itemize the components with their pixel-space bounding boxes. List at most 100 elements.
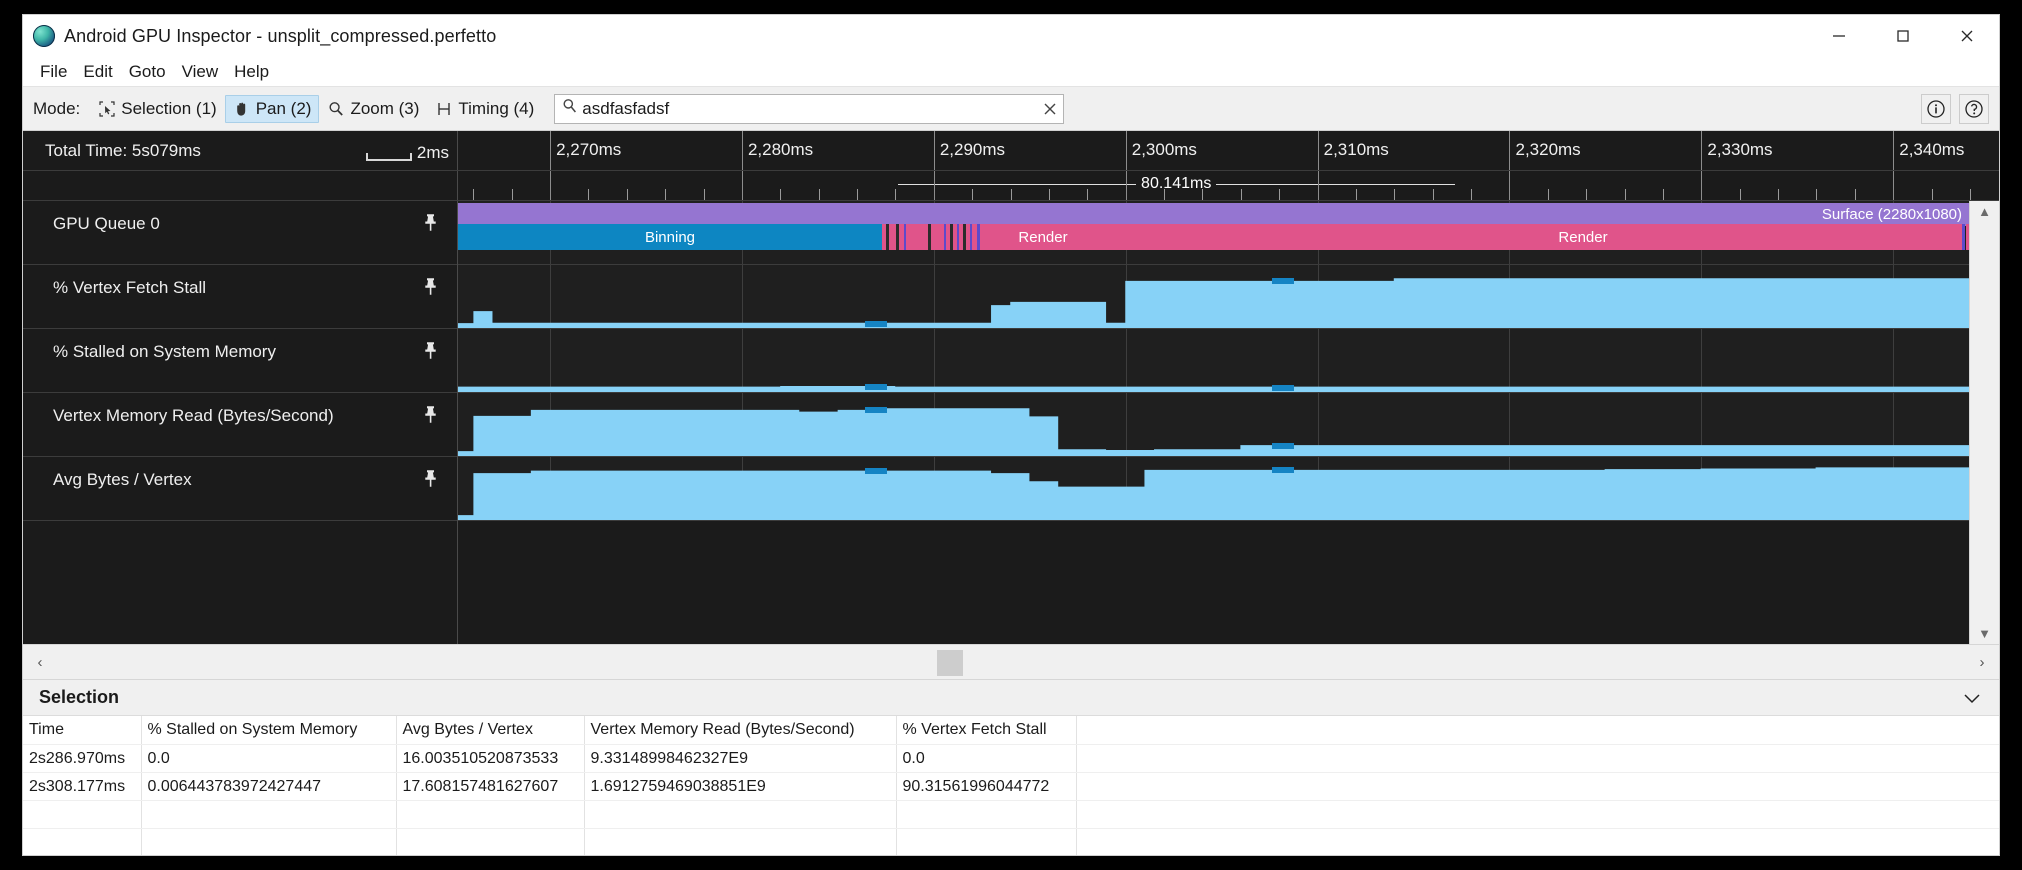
track-plot-1[interactable] [458, 265, 1969, 329]
slice-stripe-end-1[interactable] [1962, 224, 1965, 250]
table-row[interactable] [23, 828, 1999, 855]
col-header-vertex-memory-read[interactable]: Vertex Memory Read (Bytes/Second) [584, 716, 897, 745]
selection-header[interactable]: Selection [23, 680, 1999, 716]
h-scroll-thumb[interactable] [937, 650, 963, 676]
subruler-major-3 [1125, 171, 1127, 200]
menu-help[interactable]: Help [234, 61, 270, 81]
track-label-avg-bytes-vertex[interactable]: Avg Bytes / Vertex [23, 457, 457, 521]
table-cell-r0-c5 [1076, 744, 1999, 773]
selection-marker-1[interactable] [1271, 467, 1294, 474]
track-plot-4[interactable] [458, 457, 1969, 521]
slice-stripe-1[interactable] [896, 224, 899, 250]
slice-stripe-7[interactable] [963, 224, 966, 250]
selection-marker-0[interactable] [864, 383, 887, 390]
col-header-avg-bytes-vertex[interactable]: Avg Bytes / Vertex [396, 716, 585, 745]
table-cell-r3-c4 [896, 828, 1077, 855]
slice-stripe-0[interactable] [886, 224, 889, 250]
chevron-down-icon[interactable] [1961, 687, 1983, 709]
chevron-down-icon[interactable]: ▼ [1978, 626, 1991, 641]
selection-marker-1[interactable] [1271, 384, 1294, 391]
col-header-stalled-system-memory[interactable]: % Stalled on System Memory [141, 716, 397, 745]
measurement-label: 80.141ms [1141, 175, 1212, 192]
menu-view[interactable]: View [181, 61, 219, 81]
chevron-left-icon[interactable]: ‹ [37, 653, 43, 671]
mode-pan-button[interactable]: Pan (2) [224, 94, 320, 123]
subruler-major-5 [1509, 171, 1511, 200]
slice-stripe-2[interactable] [904, 224, 906, 250]
timeline-vertical-scrollbar[interactable]: ▲ ▼ [1969, 201, 1999, 644]
selection-marker-1[interactable] [1271, 278, 1294, 285]
subruler-minor [972, 189, 974, 200]
selection-marker-1[interactable] [1271, 442, 1294, 449]
slice-binning[interactable]: Binning [458, 224, 882, 250]
mode-zoom-button[interactable]: Zoom (3) [319, 95, 427, 123]
mode-selection-button[interactable]: Selection (1) [90, 95, 224, 123]
info-circle-icon[interactable] [1921, 93, 1951, 124]
track-label-vertex-fetch-stall[interactable]: % Vertex Fetch Stall [23, 265, 457, 329]
table-cell-r2-c5 [1076, 800, 1999, 829]
measurement-annotation: 80.141ms [897, 175, 1455, 192]
col-header-time[interactable]: Time [23, 716, 142, 745]
track-plot-2[interactable] [458, 329, 1969, 393]
selection-marker-0[interactable] [864, 467, 887, 474]
slice-stripe-5[interactable] [950, 224, 953, 250]
track-plot-3[interactable] [458, 393, 1969, 457]
slice-stripe-3[interactable] [928, 224, 931, 250]
table-row[interactable]: 2s308.177ms 0.006443783972427447 17.608157… [23, 772, 1999, 801]
table-row[interactable] [23, 800, 1999, 829]
mode-timing-button[interactable]: Timing (4) [427, 95, 542, 123]
pin-icon[interactable] [422, 469, 439, 493]
table-cell-r1-c3: 1.6912759469038851E9 [584, 772, 897, 801]
slice-surface[interactable]: Surface (2280x1080) [458, 203, 1969, 226]
close-icon[interactable] [1935, 15, 1999, 57]
search-box[interactable] [554, 93, 1065, 124]
slice-stripe-9[interactable] [977, 224, 980, 250]
selection-marker-0[interactable] [864, 320, 887, 327]
ruler-tick-label-7: 2,340ms [1899, 140, 1965, 159]
slice-stripe-end-2[interactable] [1966, 224, 1969, 250]
subruler-minor [1394, 189, 1396, 200]
timeline-horizontal-scrollbar[interactable]: ‹ › [23, 644, 1999, 680]
track-label-gpu-queue-0[interactable]: GPU Queue 0 [23, 201, 457, 265]
subruler-minor [1970, 189, 1971, 200]
clear-x-icon[interactable] [1037, 95, 1063, 123]
slice-stripe-8[interactable] [970, 224, 972, 250]
pin-icon[interactable] [422, 277, 439, 301]
track-plot-column[interactable]: Surface (2280x1080) Binning Render Render [458, 201, 1969, 644]
track-plot-0[interactable]: Surface (2280x1080) Binning Render Render [458, 201, 1969, 265]
subruler-minor [588, 189, 590, 200]
ruler-tick-labels[interactable]: 2,270ms 2,280ms 2,290ms 2,300ms 2,310ms 2,320… [458, 131, 1999, 170]
table-row[interactable]: 2s286.970ms 0.0 16.003510520873533 9.331489… [23, 744, 1999, 773]
table-cell-r0-c3: 9.33148998462327E9 [584, 744, 897, 773]
chevron-up-icon[interactable]: ▲ [1978, 204, 1991, 219]
subruler-minor [1816, 189, 1818, 200]
slice-stripe-4[interactable] [944, 224, 946, 250]
selection-table: Time % Stalled on System Memory Avg Byte… [23, 716, 1999, 855]
slice-stripe-6[interactable] [957, 224, 959, 250]
help-circle-icon[interactable] [1959, 93, 1989, 124]
track-label-vertex-memory-read-bytes-second[interactable]: Vertex Memory Read (Bytes/Second) [23, 393, 457, 457]
pin-icon[interactable] [422, 405, 439, 429]
selection-marker-0[interactable] [864, 407, 887, 414]
pin-icon[interactable] [422, 341, 439, 365]
table-cell-r3-c3 [584, 828, 897, 855]
menu-goto[interactable]: Goto [128, 61, 166, 81]
ruler-tick-label-6: 2,330ms [1707, 140, 1773, 159]
slice-render-2[interactable]: Render [1204, 224, 1962, 250]
slice-render-1[interactable]: Render [882, 224, 1204, 250]
search-input[interactable] [582, 98, 1038, 119]
menu-file[interactable]: File [40, 61, 68, 81]
menu-edit[interactable]: Edit [83, 61, 113, 81]
track-label-stalled-on-system-memory[interactable]: % Stalled on System Memory [23, 329, 457, 393]
subruler-minor [703, 189, 705, 200]
col-header-vertex-fetch-stall[interactable]: % Vertex Fetch Stall [896, 716, 1077, 745]
chevron-right-icon[interactable]: › [1979, 653, 1985, 671]
minimize-icon[interactable] [1807, 15, 1871, 57]
plot-gridline [1317, 393, 1319, 456]
subruler-minor [1854, 189, 1856, 200]
h-scroll-track[interactable] [57, 645, 1965, 679]
mode-pan-label: Pan (2) [255, 98, 312, 118]
maximize-icon[interactable] [1871, 15, 1935, 57]
pin-icon[interactable] [422, 213, 439, 237]
plot-gridline [550, 329, 552, 392]
